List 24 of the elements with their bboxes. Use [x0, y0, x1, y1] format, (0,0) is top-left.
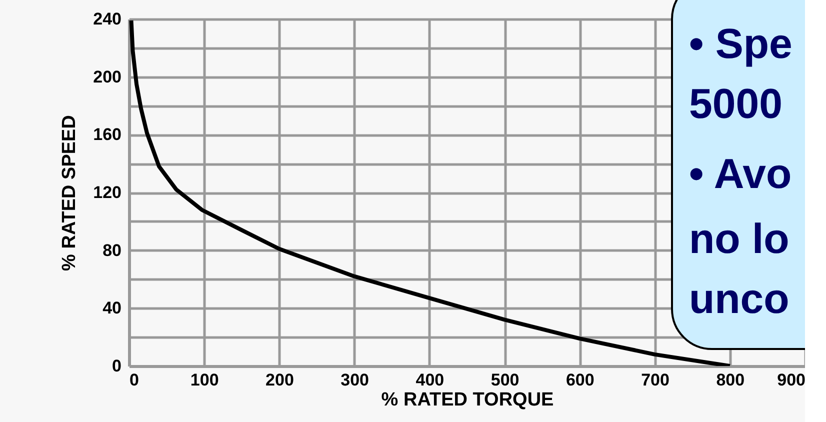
x-tick-label: 700: [641, 370, 670, 390]
annotation: • Avo: [689, 150, 792, 197]
y-tick-label: 0: [112, 356, 122, 376]
x-tick-label: 100: [190, 370, 219, 390]
y-tick-label: 240: [93, 10, 122, 28]
y-tick-label: 200: [93, 67, 122, 86]
x-tick-label: 600: [566, 370, 594, 390]
annotation: 5000: [689, 80, 782, 127]
x-tick-label: 800: [716, 370, 745, 390]
annotation: • Spe: [689, 20, 792, 67]
x-tick-label: 300: [340, 370, 370, 390]
x-tick-label: 900: [777, 370, 806, 390]
y-tick-label: 80: [102, 240, 122, 260]
y-axis-title: % RATED SPEED: [59, 115, 80, 271]
annotation: unco: [689, 275, 790, 322]
x-tick-label: 0: [130, 370, 139, 390]
x-tick-label: 500: [490, 370, 520, 390]
y-tick-label: 120: [93, 183, 122, 202]
y-tick-label: 160: [93, 125, 122, 144]
x-tick-label: 400: [416, 370, 444, 390]
y-tick-label: 40: [102, 298, 122, 318]
annotation: no lo: [689, 215, 790, 262]
x-tick-label: 200: [266, 370, 294, 390]
x-axis-title: % RATED TORQUE: [381, 390, 554, 410]
